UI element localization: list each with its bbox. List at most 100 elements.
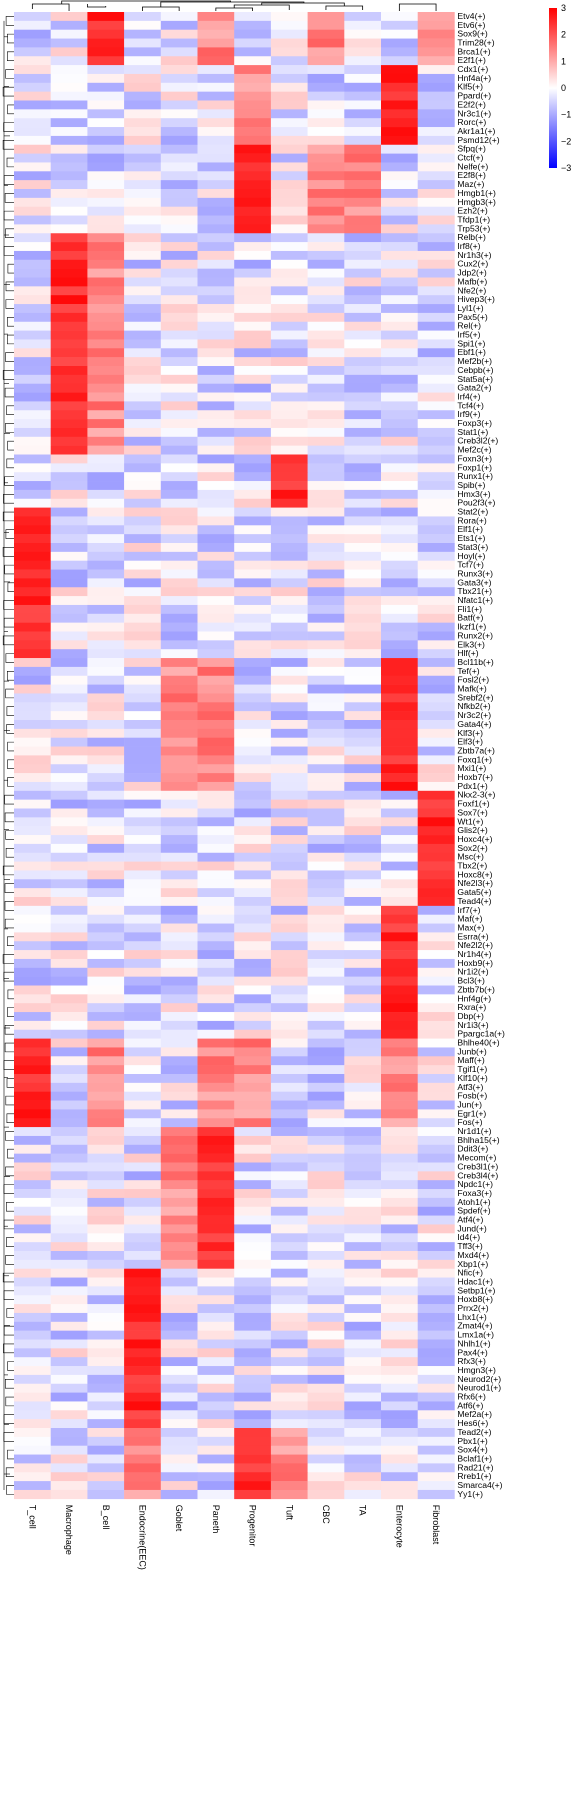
heatmap-cell [50, 1171, 88, 1181]
row-label: Foxq1(+) [457, 754, 492, 764]
heatmap-cell [124, 587, 162, 597]
heatmap-cell [160, 427, 198, 438]
heatmap-cell [14, 1312, 51, 1323]
heatmap-cell [307, 286, 345, 296]
heatmap-cell [14, 1454, 51, 1464]
heatmap-cell [160, 1454, 198, 1464]
heatmap-cell [344, 498, 382, 508]
heatmap-cell [381, 1127, 418, 1137]
heatmap-cell [160, 189, 198, 199]
heatmap-cell [197, 268, 235, 278]
heatmap-cell [417, 224, 455, 234]
heatmap-cell [417, 781, 455, 792]
heatmap-cell [160, 1100, 198, 1110]
heatmap-cell [50, 180, 88, 190]
heatmap-cell [50, 817, 88, 827]
heatmap-cell [381, 215, 418, 225]
heatmap-cell [417, 1171, 455, 1181]
heatmap-cell [344, 392, 382, 402]
heatmap-cell [307, 817, 345, 827]
heatmap-cell [381, 578, 418, 588]
heatmap-cell [344, 472, 382, 482]
heatmap-cell [50, 1003, 88, 1013]
heatmap-cell [344, 56, 382, 66]
heatmap-cell [344, 1348, 382, 1358]
heatmap-cell [234, 224, 272, 234]
heatmap-cell [307, 958, 345, 969]
heatmap-cell [124, 640, 162, 650]
heatmap-cell [381, 259, 418, 269]
heatmap-cell [381, 1472, 418, 1482]
heatmap-cell [344, 374, 382, 384]
heatmap-cell [87, 1215, 125, 1225]
heatmap-cell [417, 1374, 455, 1385]
heatmap-cell [14, 401, 51, 411]
heatmap-cell [197, 1065, 235, 1075]
heatmap-cell [160, 489, 198, 500]
row-label: Zmat4(+) [457, 1321, 492, 1331]
heatmap-cell [160, 861, 198, 871]
heatmap-cell [87, 843, 125, 854]
heatmap-cell [160, 560, 198, 570]
heatmap-cell [50, 976, 88, 986]
heatmap-cell [234, 746, 272, 756]
heatmap-cell [50, 197, 88, 207]
heatmap-cell [14, 516, 51, 526]
heatmap-cell [234, 1233, 272, 1243]
heatmap-cell [50, 20, 88, 30]
heatmap-cell [417, 1251, 455, 1261]
row-label: Maff(+) [457, 1055, 484, 1065]
heatmap-cell [344, 1082, 382, 1092]
heatmap-cell [381, 1100, 418, 1110]
heatmap-cell [50, 286, 88, 296]
heatmap-cell [197, 516, 235, 526]
heatmap-cell [234, 817, 272, 827]
heatmap-cell [270, 1392, 308, 1402]
heatmap-cell [307, 1366, 345, 1376]
heatmap-cell [307, 790, 345, 800]
heatmap-cell [381, 861, 418, 871]
row-label: Hmgn3(+) [457, 1365, 496, 1375]
heatmap-cell [381, 534, 418, 544]
heatmap-cell [50, 746, 88, 756]
dendrogram-branch [3, 1219, 14, 1230]
heatmap-cell [417, 233, 455, 243]
heatmap-cell [197, 1348, 235, 1358]
heatmap-cell [197, 1392, 235, 1402]
heatmap-cell [87, 1445, 125, 1455]
heatmap-cell [234, 950, 272, 960]
heatmap-cell [417, 401, 455, 411]
heatmap-cell [344, 20, 382, 30]
heatmap-cell [417, 1082, 455, 1092]
heatmap-cell [124, 728, 162, 738]
dendrogram-branch [7, 1148, 14, 1159]
row-label: Mef2c(+) [457, 445, 491, 455]
heatmap-cell [124, 135, 162, 146]
heatmap-cell [87, 1410, 125, 1420]
heatmap-cell [124, 286, 162, 296]
heatmap-cell [234, 1312, 272, 1323]
row-label: Nfatc1(+) [457, 595, 493, 605]
heatmap-cell [50, 65, 88, 75]
row-label: Nkx2-3(+) [457, 790, 495, 800]
heatmap-cell [307, 144, 345, 154]
heatmap-cell [234, 56, 272, 66]
heatmap-cell [160, 312, 198, 323]
heatmap-cell [307, 339, 345, 349]
heatmap-cell [87, 250, 125, 261]
heatmap-cell [87, 180, 125, 190]
heatmap-cell [87, 622, 125, 632]
heatmap-cell [14, 436, 51, 446]
dendrogram-branch [3, 122, 14, 132]
heatmap-cell [381, 295, 418, 305]
heatmap-cell [124, 180, 162, 190]
heatmap-cell [197, 295, 235, 305]
row-label: Trp53(+) [457, 223, 490, 233]
heatmap-cell [87, 454, 125, 464]
heatmap-cell [197, 419, 235, 429]
heatmap-cell [344, 1330, 382, 1340]
heatmap-cell [160, 73, 198, 84]
heatmap-cell [344, 1171, 382, 1181]
heatmap-cell [307, 38, 345, 48]
heatmap-cell [344, 781, 382, 792]
